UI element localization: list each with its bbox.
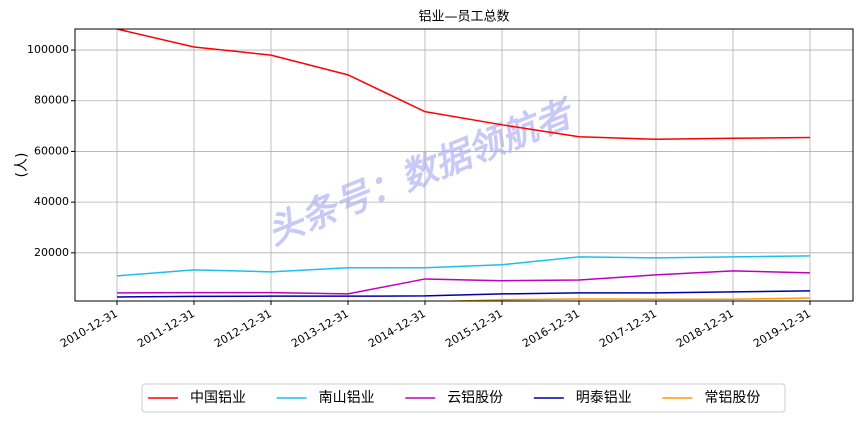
series-line bbox=[116, 290, 811, 298]
x-tick-label: 2014-12-31 bbox=[366, 307, 428, 350]
legend-label: 南山铝业 bbox=[319, 390, 375, 406]
y-tick-label: 20000 bbox=[34, 246, 69, 259]
x-tick-label: 2012-12-31 bbox=[212, 307, 274, 350]
series-line bbox=[116, 255, 811, 277]
x-tick-label: 2019-12-31 bbox=[751, 307, 813, 350]
watermark: 头条号：数据领航者 bbox=[262, 92, 582, 253]
x-tick-label: 2010-12-31 bbox=[58, 307, 120, 350]
y-tick-label: 60000 bbox=[34, 144, 69, 157]
series-line bbox=[116, 270, 811, 295]
x-tick-label: 2011-12-31 bbox=[135, 307, 197, 350]
legend-label: 明泰铝业 bbox=[576, 390, 632, 406]
y-tick-label: 80000 bbox=[34, 94, 69, 107]
x-tick-label: 2017-12-31 bbox=[597, 307, 659, 350]
chart-title: 铝业—员工总数 bbox=[418, 10, 509, 25]
legend bbox=[141, 383, 786, 413]
y-axis-label: (人) bbox=[14, 153, 30, 178]
series-line bbox=[116, 29, 811, 141]
x-tick-label: 2015-12-31 bbox=[443, 307, 505, 350]
x-tick-label: 2018-12-31 bbox=[674, 307, 736, 350]
x-tick-label: 2016-12-31 bbox=[520, 307, 582, 350]
series-line bbox=[433, 297, 811, 301]
y-tick-label: 40000 bbox=[34, 195, 69, 208]
legend-label: 常铝股份 bbox=[704, 390, 760, 406]
legend-label: 云铝股份 bbox=[447, 390, 503, 406]
plot-frame bbox=[74, 28, 854, 302]
legend-label: 中国铝业 bbox=[190, 390, 246, 406]
y-tick-label: 100000 bbox=[27, 43, 69, 56]
plot-area bbox=[75, 29, 853, 301]
x-tick-label: 2013-12-31 bbox=[289, 307, 351, 350]
